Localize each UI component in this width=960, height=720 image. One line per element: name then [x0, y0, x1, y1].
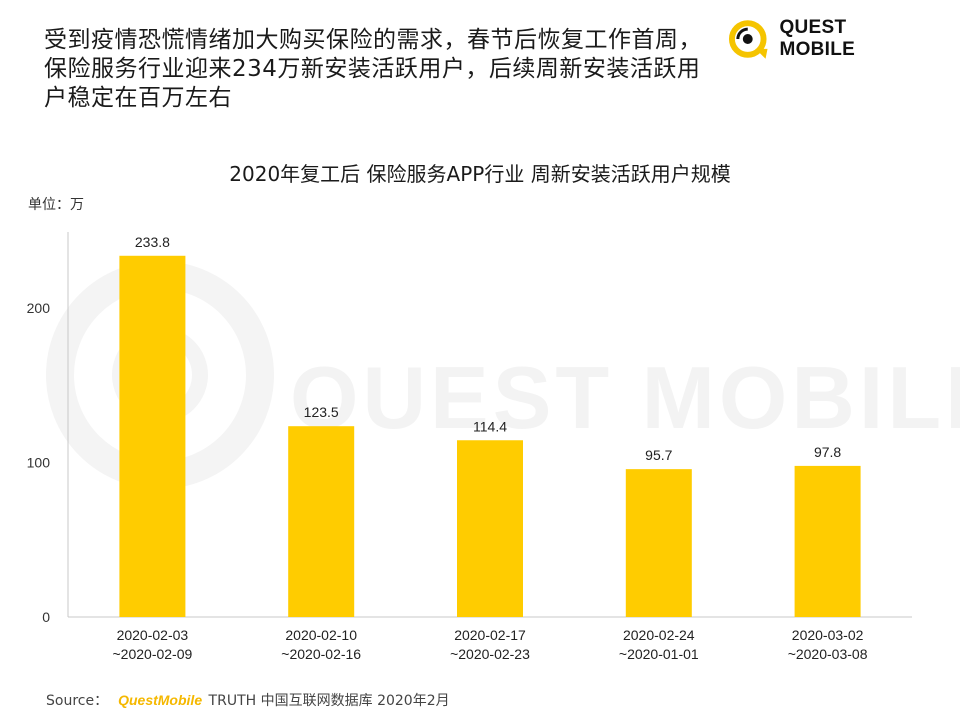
- questmobile-logo: QUEST MOBILE: [726, 12, 926, 66]
- x-tick-label: 2020-02-24 ~2020-01-01: [619, 627, 699, 662]
- data-label: 95.7: [645, 447, 672, 463]
- bar: [794, 465, 861, 617]
- source-note: Source： QuestMobile TRUTH 中国互联网数据库 2020年2…: [46, 690, 450, 710]
- headline: 受到疫情恐慌情绪加大购买保险的需求，春节后恢复工作首周， 保险服务行业迎来234…: [44, 26, 724, 113]
- source-prefix: Source：: [46, 693, 109, 709]
- unit-label: 单位：万: [28, 197, 84, 213]
- y-tick-label: 0: [42, 609, 50, 625]
- source-brand: QuestMobile: [118, 692, 203, 708]
- bar: [119, 255, 186, 618]
- x-tick-label: 2020-02-17 ~2020-02-23: [450, 627, 530, 662]
- questmobile-logo-icon: [728, 20, 768, 59]
- source-rest: TRUTH 中国互联网数据库 2020年2月: [204, 693, 450, 709]
- data-label: 97.8: [814, 444, 841, 460]
- bar: [625, 469, 692, 617]
- data-label: 233.8: [135, 234, 170, 250]
- chart-title: 2020年复工后 保险服务APP行业 周新安装活跃用户规模: [229, 162, 731, 186]
- logo-text: QUEST MOBILE: [779, 17, 856, 60]
- headline-line-2: 保险服务行业迎来234万新安装活跃用户，后续周新安装活跃用: [44, 56, 701, 82]
- x-tick-label: 2020-03-02 ~2020-03-08: [788, 627, 868, 662]
- data-label: 114.4: [473, 418, 507, 434]
- y-tick-label: 100: [27, 455, 51, 471]
- x-tick-label: 2020-02-10 ~2020-02-16: [281, 627, 361, 662]
- bar: [457, 440, 523, 617]
- headline-line-3: 户稳定在百万左右: [44, 85, 232, 111]
- x-tick-label: 2020-02-03 ~2020-02-09: [113, 627, 193, 662]
- data-label: 123.5: [304, 404, 339, 420]
- headline-line-1: 受到疫情恐慌情绪加大购买保险的需求，春节后恢复工作首周，: [44, 27, 702, 53]
- bar: [288, 426, 355, 617]
- y-tick-label: 200: [27, 300, 51, 316]
